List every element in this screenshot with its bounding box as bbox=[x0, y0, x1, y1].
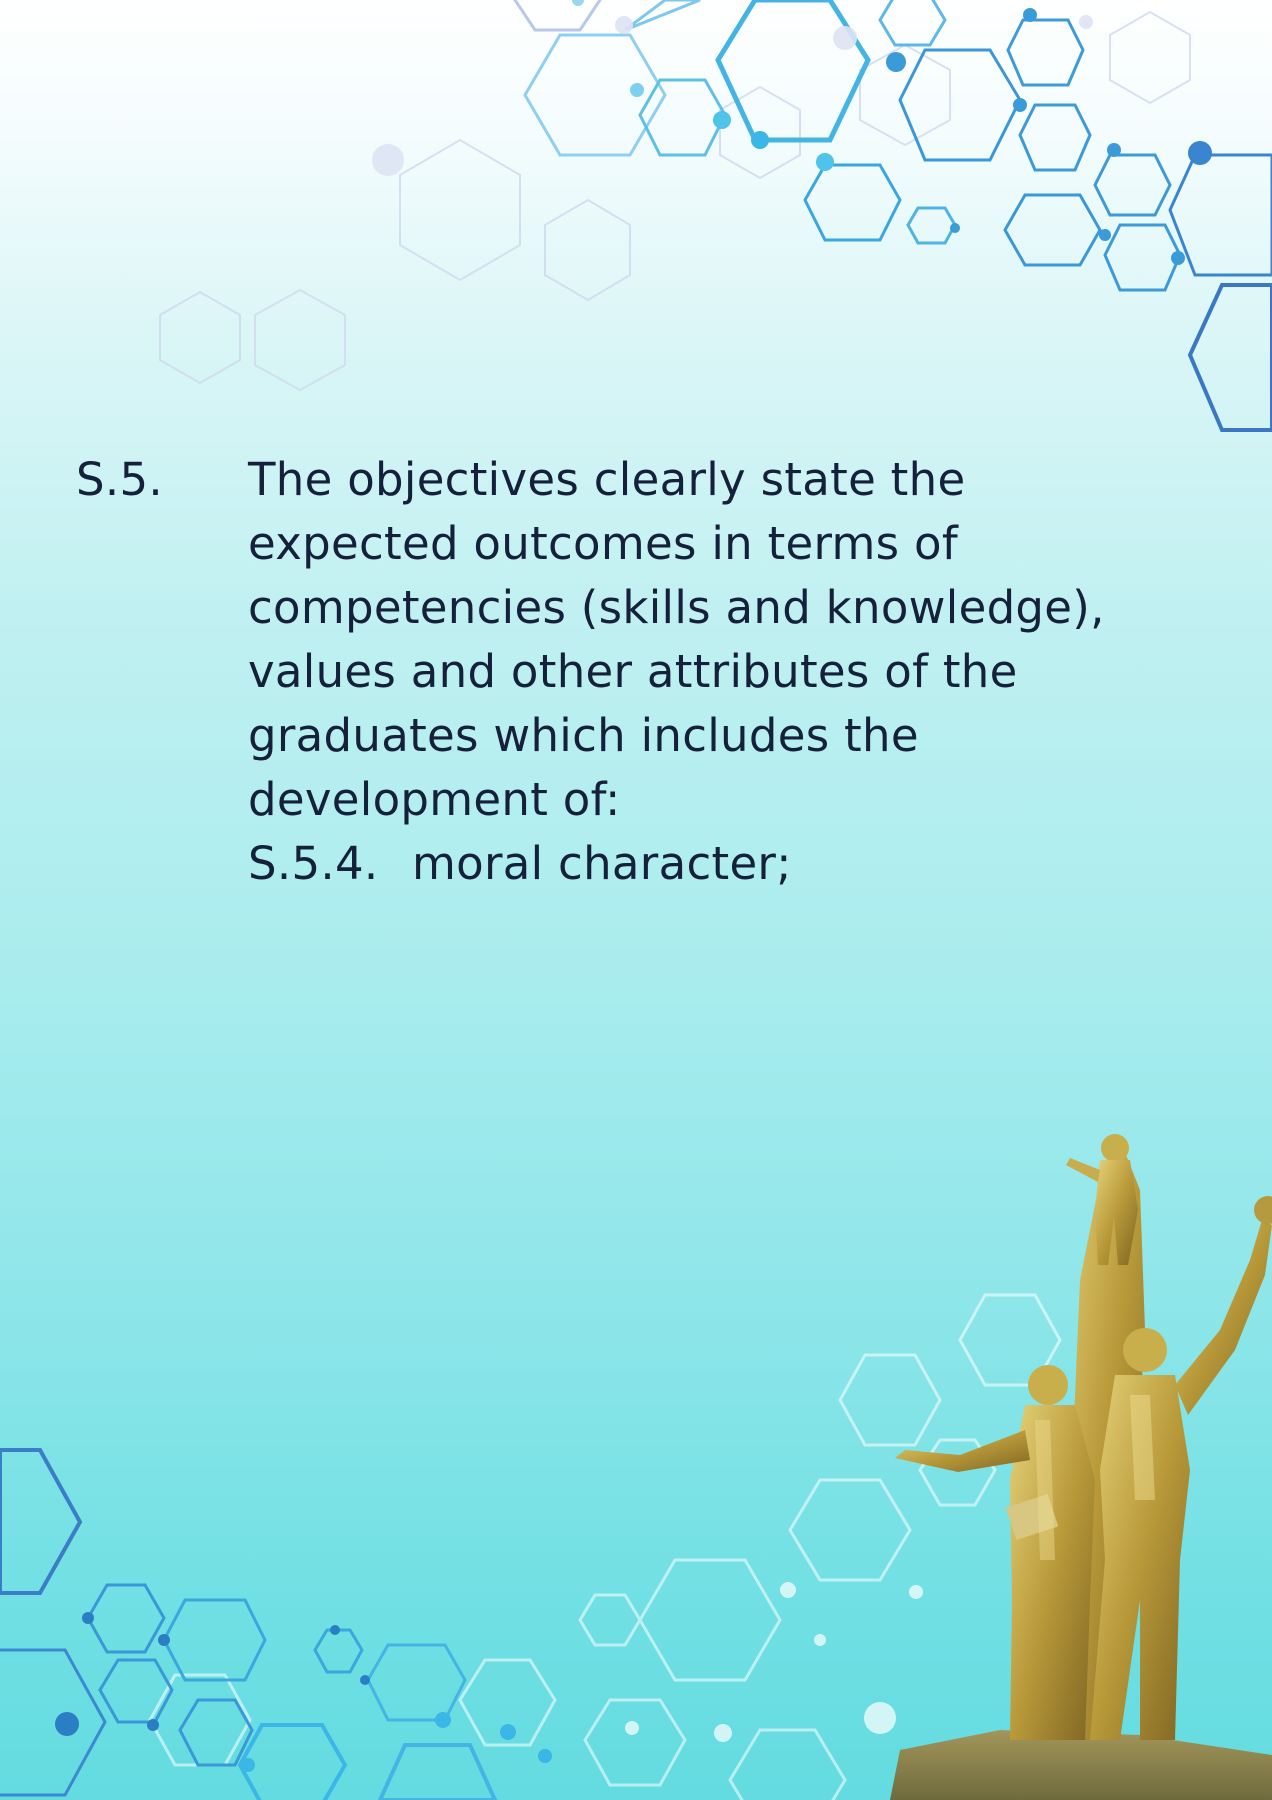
subsection-s5-4: S.5.4. moral character; bbox=[248, 832, 1178, 896]
statue-illustration bbox=[890, 1134, 1272, 1800]
subsection-number: S.5.4. bbox=[248, 837, 379, 890]
section-line: competencies (skills and knowledge), bbox=[248, 581, 1105, 634]
hexagon-network-top-right bbox=[159, 0, 1272, 432]
section-line: graduates which includes the bbox=[248, 709, 919, 762]
section-s5: S.5. The objectives clearly state the ex… bbox=[76, 448, 1186, 896]
section-line: expected outcomes in terms of bbox=[248, 517, 958, 570]
hexagon-network-bottom-left bbox=[0, 1293, 1062, 1800]
section-number: S.5. bbox=[76, 453, 164, 506]
section-content: S.5. The objectives clearly state the ex… bbox=[76, 448, 1186, 896]
section-line: values and other attributes of the bbox=[248, 645, 1018, 698]
section-line: The objectives clearly state the bbox=[248, 453, 966, 506]
section-body: The objectives clearly state the expecte… bbox=[248, 448, 1178, 896]
subsection-text: moral character; bbox=[412, 837, 792, 890]
section-line: development of: bbox=[248, 773, 621, 826]
